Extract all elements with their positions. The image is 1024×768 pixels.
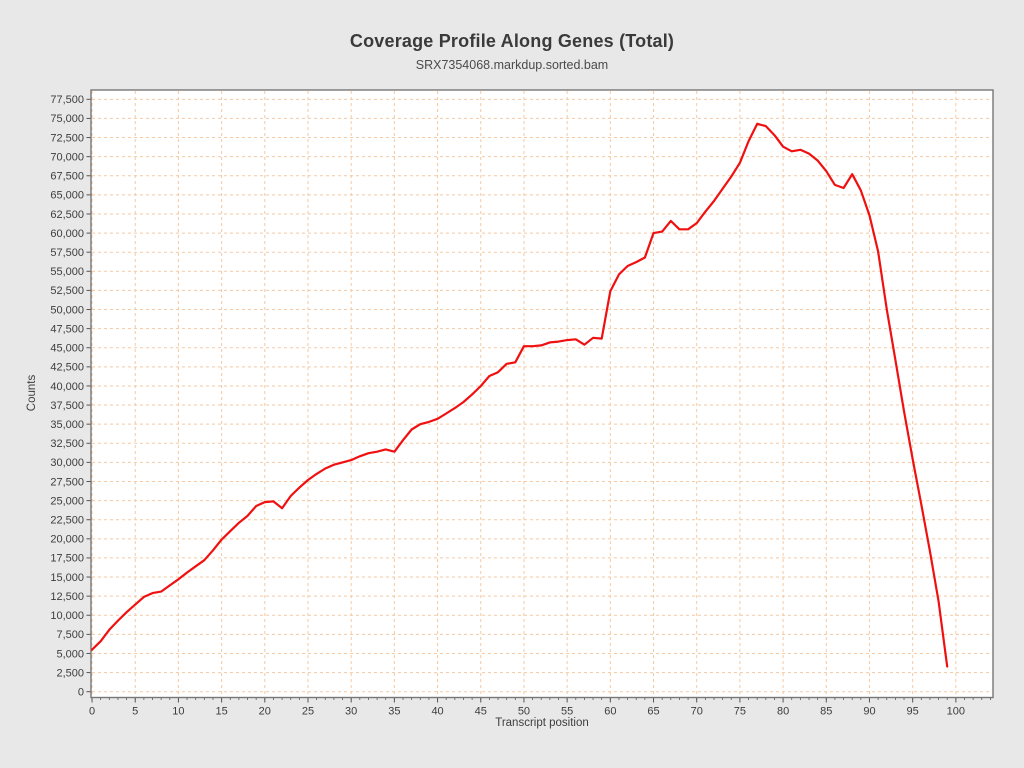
x-tick-label: 90 [863, 706, 875, 718]
y-tick-label: 37,500 [50, 400, 84, 412]
x-tick-label: 15 [215, 706, 227, 718]
y-tick-label: 40,000 [50, 381, 84, 393]
y-tick-label: 70,000 [50, 151, 84, 163]
y-tick-label: 72,500 [50, 132, 84, 144]
chart-subtitle: SRX7354068.markdup.sorted.bam [415, 58, 609, 72]
y-tick-label: 30,000 [50, 457, 84, 469]
y-tick-label: 22,500 [50, 515, 84, 527]
x-tick-label: 35 [388, 706, 400, 718]
x-tick-label: 85 [820, 706, 832, 718]
y-tick-label: 32,500 [50, 438, 84, 450]
x-tick-label: 60 [604, 706, 616, 718]
y-tick-label: 35,000 [50, 419, 84, 431]
x-tick-label: 95 [907, 706, 919, 718]
y-tick-label: 67,500 [50, 171, 84, 183]
y-tick-label: 2,500 [56, 667, 84, 679]
x-tick-label: 5 [132, 706, 138, 718]
y-tick-label: 52,500 [50, 285, 84, 297]
y-tick-label: 47,500 [50, 323, 84, 335]
x-tick-label: 20 [259, 706, 271, 718]
y-tick-label: 57,500 [50, 247, 84, 259]
y-tick-label: 62,500 [50, 209, 84, 221]
plot-background [91, 90, 993, 698]
y-tick-label: 45,000 [50, 343, 84, 355]
y-tick-label: 5,000 [56, 648, 84, 660]
y-tick-label: 55,000 [50, 266, 84, 278]
y-tick-label: 77,500 [50, 94, 84, 106]
chart-title: Coverage Profile Along Genes (Total) [349, 31, 675, 51]
y-tick-label: 0 [78, 686, 84, 698]
y-tick-label: 65,000 [50, 190, 84, 202]
plot-border [90, 89, 994, 699]
x-tick-label: 75 [734, 706, 746, 718]
x-tick-label: 0 [89, 706, 95, 718]
y-tick-label: 50,000 [50, 304, 84, 316]
x-tick-label: 55 [561, 706, 573, 718]
y-tick-label: 17,500 [50, 553, 84, 565]
x-tick-label: 10 [172, 706, 184, 718]
x-tick-label: 100 [947, 706, 965, 718]
x-tick-label: 30 [345, 706, 357, 718]
y-tick-label: 20,000 [50, 534, 84, 546]
y-tick-label: 27,500 [50, 476, 84, 488]
x-tick-label: 50 [518, 706, 530, 718]
x-tick-label: 80 [777, 706, 789, 718]
y-tick-label: 15,000 [50, 572, 84, 584]
y-tick-label: 12,500 [50, 591, 84, 603]
x-tick-label: 65 [647, 706, 659, 718]
x-tick-label: 45 [475, 706, 487, 718]
y-tick-label: 75,000 [50, 113, 84, 125]
x-tick-label: 40 [431, 706, 443, 718]
coverage-line [90, 122, 949, 668]
y-tick-label: 7,500 [56, 629, 84, 641]
y-tick-label: 60,000 [50, 228, 84, 240]
y-tick-label: 42,500 [50, 362, 84, 374]
x-axis-title: Transcript position [495, 717, 589, 729]
x-tick-label: 25 [302, 706, 314, 718]
x-tick-label: 70 [691, 706, 703, 718]
y-tick-label: 10,000 [50, 610, 84, 622]
y-tick-label: 25,000 [50, 495, 84, 507]
